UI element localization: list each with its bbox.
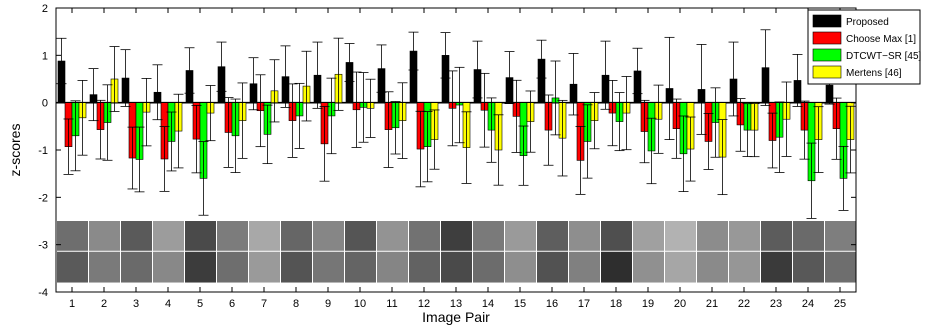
legend-label-1: Proposed (846, 17, 889, 28)
x-tick-label-15: 15 (514, 298, 526, 310)
thumbnail-bottom-20 (665, 251, 696, 283)
thumbnail-bottom-8 (281, 251, 312, 283)
y-tick-label-1: 1 (42, 50, 48, 62)
thumbnail-top-15 (505, 221, 536, 251)
y-tick-label--1: -1 (38, 145, 48, 157)
thumbnail-bottom-15 (505, 251, 536, 283)
thumbnail-bottom-16 (537, 251, 568, 283)
thumbnail-bottom-18 (601, 251, 632, 283)
x-tick-label-1: 1 (69, 298, 75, 310)
thumbnail-bottom-21 (697, 251, 728, 283)
x-tick-label-22: 22 (738, 298, 750, 310)
thumbnail-bottom-5 (185, 251, 216, 283)
thumbnail-top-6 (217, 221, 248, 251)
legend-label-3: DTCWT−SR [45] (846, 51, 922, 62)
thumbnail-bottom-22 (729, 251, 760, 283)
thumbnail-bottom-9 (313, 251, 344, 283)
image-pair-thumbnail-strip (57, 221, 856, 283)
error-bars-layer (56, 29, 856, 219)
thumbnail-top-4 (153, 221, 184, 251)
legend: Proposed Choose Max [1] DTCWT−SR [45] Merte… (807, 9, 922, 85)
thumbnail-top-24 (793, 221, 824, 251)
thumbnail-top-23 (761, 221, 792, 251)
y-tick-label--2: -2 (38, 192, 48, 204)
thumbnail-top-8 (281, 221, 312, 251)
thumbnail-top-1 (57, 221, 88, 251)
thumbnail-top-3 (121, 221, 152, 251)
thumbnail-bottom-7 (249, 251, 280, 283)
thumbnail-top-12 (409, 221, 440, 251)
x-tick-label-19: 19 (642, 298, 654, 310)
x-tick-label-16: 16 (546, 298, 558, 310)
x-tick-label-12: 12 (418, 298, 430, 310)
thumbnail-top-11 (377, 221, 408, 251)
x-tick-label-6: 6 (229, 298, 235, 310)
x-tick-label-10: 10 (354, 298, 366, 310)
thumbnail-bottom-10 (345, 251, 376, 283)
x-tick-label-24: 24 (802, 298, 814, 310)
y-axis-label: z-scores (7, 124, 23, 177)
x-tick-label-17: 17 (578, 298, 590, 310)
thumbnail-bottom-23 (761, 251, 792, 283)
thumbnail-bottom-1 (57, 251, 88, 283)
x-tick-label-13: 13 (450, 298, 462, 310)
thumbnail-top-22 (729, 221, 760, 251)
thumbnail-bottom-17 (569, 251, 600, 283)
thumbnail-top-9 (313, 221, 344, 251)
x-tick-label-25: 25 (834, 298, 846, 310)
thumbnail-top-18 (601, 221, 632, 251)
thumbnail-bottom-6 (217, 251, 248, 283)
thumbnail-top-14 (473, 221, 504, 251)
legend-label-2: Choose Max [1] (846, 34, 916, 45)
x-tick-label-4: 4 (165, 298, 171, 310)
x-tick-label-2: 2 (101, 298, 107, 310)
y-tick-label--3: -3 (38, 240, 48, 252)
thumbnail-bottom-25 (825, 251, 856, 283)
thumbnail-bottom-24 (793, 251, 824, 283)
thumbnail-bottom-19 (633, 251, 664, 283)
x-axis-label: Image Pair (422, 309, 490, 325)
y-tick-label--4: -4 (38, 287, 48, 299)
thumbnail-bottom-11 (377, 251, 408, 283)
thumbnail-top-13 (441, 221, 472, 251)
legend-swatch-1 (812, 14, 842, 28)
x-tick-label-7: 7 (261, 298, 267, 310)
legend-swatch-2 (812, 31, 842, 45)
y-tick-label-0: 0 (42, 98, 48, 110)
legend-label-4: Mertens [46] (846, 68, 902, 79)
thumbnail-top-20 (665, 221, 696, 251)
thumbnail-bottom-3 (121, 251, 152, 283)
thumbnail-top-16 (537, 221, 568, 251)
thumbnail-bottom-2 (89, 251, 120, 283)
thumbnail-top-10 (345, 221, 376, 251)
x-tick-label-14: 14 (482, 298, 494, 310)
x-tick-label-5: 5 (197, 298, 203, 310)
x-tick-label-21: 21 (706, 298, 718, 310)
x-tick-label-23: 23 (770, 298, 782, 310)
thumbnail-bottom-12 (409, 251, 440, 283)
legend-swatch-3 (812, 48, 842, 62)
x-tick-label-8: 8 (293, 298, 299, 310)
thumbnail-top-7 (249, 221, 280, 251)
x-tick-label-11: 11 (386, 298, 397, 310)
thumbnail-bottom-4 (153, 251, 184, 283)
thumbnail-top-5 (185, 221, 216, 251)
thumbnail-top-2 (89, 221, 120, 251)
thumbnail-top-19 (633, 221, 664, 251)
y-tick-label-2: 2 (42, 3, 48, 15)
thumbnail-top-21 (697, 221, 728, 251)
legend-swatch-4 (812, 65, 842, 79)
x-tick-label-20: 20 (674, 298, 686, 310)
x-tick-label-3: 3 (133, 298, 139, 310)
thumbnail-top-17 (569, 221, 600, 251)
thumbnail-bottom-13 (441, 251, 472, 283)
x-tick-label-9: 9 (325, 298, 331, 310)
x-tick-label-18: 18 (610, 298, 622, 310)
thumbnail-bottom-14 (473, 251, 504, 283)
thumbnail-top-25 (825, 221, 856, 251)
